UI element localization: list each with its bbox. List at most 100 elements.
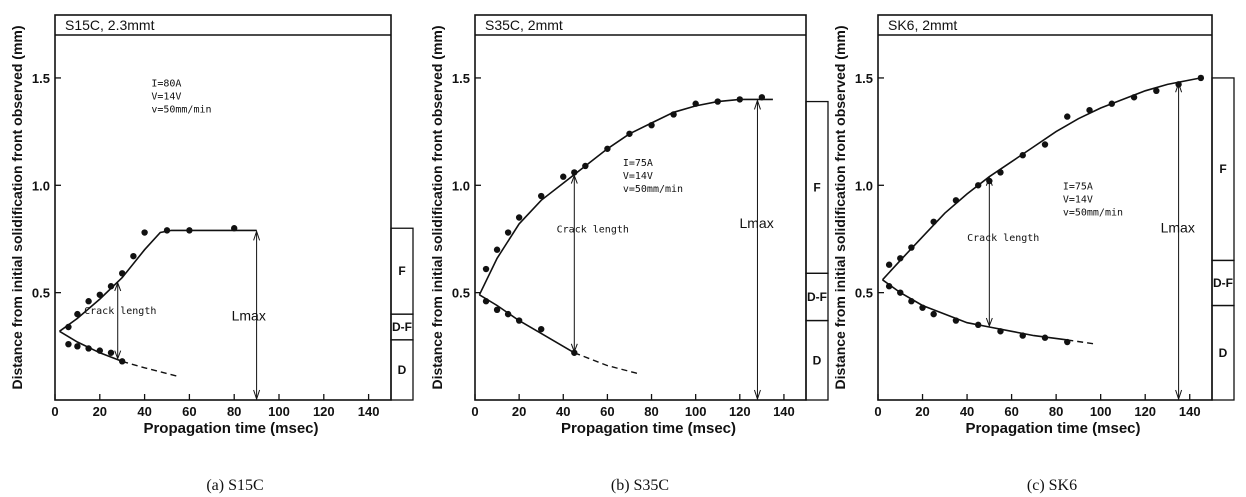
zone-bar: F D-F D — [805, 100, 829, 401]
y-tick-label: 1.0 — [452, 178, 470, 193]
upper-data-point — [231, 225, 238, 232]
x-tick-label: 120 — [1134, 404, 1156, 419]
arrow-head-up — [253, 229, 261, 241]
chart-panel-1: S15C, 2.3mmt 0.5 1.0 1.5 0 20 40 60 80 100 120 140 P… — [9, 14, 414, 494]
upper-data-point — [186, 227, 193, 234]
upper-data-point — [493, 246, 501, 253]
zone-label: D — [398, 363, 407, 377]
arrow-head-up — [570, 174, 578, 184]
y-tick-label: 1.5 — [32, 71, 50, 86]
zone-label: F — [1219, 162, 1226, 176]
x-tick-label: 140 — [1179, 404, 1201, 419]
x-tick-label: 100 — [685, 404, 707, 419]
upper-data-point — [538, 192, 545, 200]
upper-data-point — [714, 98, 721, 105]
upper-data-point — [130, 252, 137, 260]
lower-data-point — [119, 358, 126, 365]
upper-data-point — [119, 270, 126, 277]
upper-data-point — [626, 130, 633, 137]
upper-data-point — [1041, 141, 1049, 148]
zone-label: D-F — [807, 290, 827, 304]
chart-panel-2: S35C, 2mmt 0.5 1.0 1.5 0 20 40 60 80 100 120 140 Pro… — [429, 14, 829, 494]
zone-label: D-F — [1213, 276, 1233, 290]
upper-data-point — [975, 182, 982, 189]
crack-length-label: Crack length — [84, 306, 156, 317]
arrow-head-up — [753, 98, 761, 110]
lower-data-point — [538, 325, 545, 333]
lower-data-point — [1041, 334, 1049, 341]
upper-data-point — [758, 94, 766, 101]
x-tick-label: 60 — [182, 404, 196, 419]
lower-data-point — [482, 298, 490, 305]
upper-data-point — [604, 145, 611, 152]
lower-data-point — [975, 321, 982, 329]
condition-text: I=75A — [1063, 182, 1093, 193]
zone-segment — [390, 339, 414, 401]
arrow-head-up — [985, 176, 993, 186]
lower-data-point — [1064, 338, 1071, 346]
lower-data-point — [997, 328, 1004, 335]
arrow-head-down — [114, 350, 122, 361]
zone-bar: F D-F D — [1211, 77, 1235, 401]
zone-bar: F D-F D — [390, 227, 414, 401]
x-tick-label: 140 — [773, 404, 795, 419]
figure-caption: (c) SK6 — [1027, 477, 1077, 494]
x-tick-label: 20 — [512, 404, 526, 419]
lower-data-point — [930, 310, 937, 318]
upper-data-point — [1019, 152, 1026, 159]
x-tick-label: 80 — [227, 404, 241, 419]
x-tick-label: 20 — [915, 404, 929, 419]
y-tick-label: 1.5 — [452, 71, 470, 86]
upper-data-point — [515, 214, 523, 221]
zone-segment — [805, 319, 829, 401]
arrow-head-down — [753, 389, 761, 401]
x-tick-label: 140 — [358, 404, 380, 419]
lower-data-point — [65, 340, 72, 348]
lower-data-point — [952, 317, 960, 324]
lower-fit-curve — [882, 279, 1068, 341]
lower-data-point — [1019, 332, 1026, 339]
plot-frame — [54, 14, 392, 401]
figure-caption: (b) S35C — [611, 477, 669, 494]
chart-panel-3: SK6, 2mmt 0.5 1.0 1.5 0 20 40 60 80 100 120 140 Prop… — [832, 14, 1235, 494]
x-axis-label: Propagation time (msec) — [143, 420, 318, 437]
plot-frame — [474, 14, 807, 401]
arrow-head-down — [1175, 389, 1183, 401]
plot-frame — [877, 14, 1213, 401]
x-tick-label: 80 — [1049, 404, 1063, 419]
y-tick-label: 0.5 — [32, 286, 50, 301]
zone-segment — [1211, 304, 1235, 401]
upper-data-point — [997, 169, 1004, 176]
upper-data-point — [897, 255, 904, 262]
upper-data-point — [885, 261, 893, 268]
condition-text: I=75A — [623, 158, 653, 169]
lower-fit-curve — [478, 294, 575, 354]
upper-data-point — [582, 162, 589, 170]
chart-title: S15C, 2.3mmt — [65, 17, 155, 33]
upper-data-point — [1108, 100, 1116, 107]
upper-data-point — [163, 227, 171, 234]
x-axis-label: Propagation time (msec) — [965, 420, 1140, 437]
upper-data-point — [1086, 106, 1093, 114]
lmax-label: Lmax — [1161, 220, 1195, 236]
y-tick-label: 0.5 — [452, 286, 470, 301]
arrow-head-down — [570, 343, 578, 354]
arrow-head-up — [1175, 81, 1183, 93]
lower-data-point — [74, 343, 81, 350]
upper-data-point — [65, 323, 72, 331]
x-tick-label: 100 — [1090, 404, 1112, 419]
x-tick-label: 0 — [471, 404, 478, 419]
arrow-head-down — [985, 317, 993, 328]
upper-data-point — [560, 173, 567, 180]
x-tick-label: 0 — [874, 404, 881, 419]
lower-data-point — [919, 304, 926, 311]
lower-extrapolation-dashed — [1067, 339, 1097, 345]
condition-text: v=50mm/min — [623, 184, 683, 195]
x-tick-label: 40 — [137, 404, 151, 419]
lower-data-point — [107, 349, 115, 356]
lower-data-point — [493, 306, 501, 314]
zone-label: D-F — [392, 320, 412, 334]
upper-data-point — [96, 291, 104, 298]
upper-data-point — [107, 283, 115, 290]
lower-data-point — [515, 317, 523, 324]
